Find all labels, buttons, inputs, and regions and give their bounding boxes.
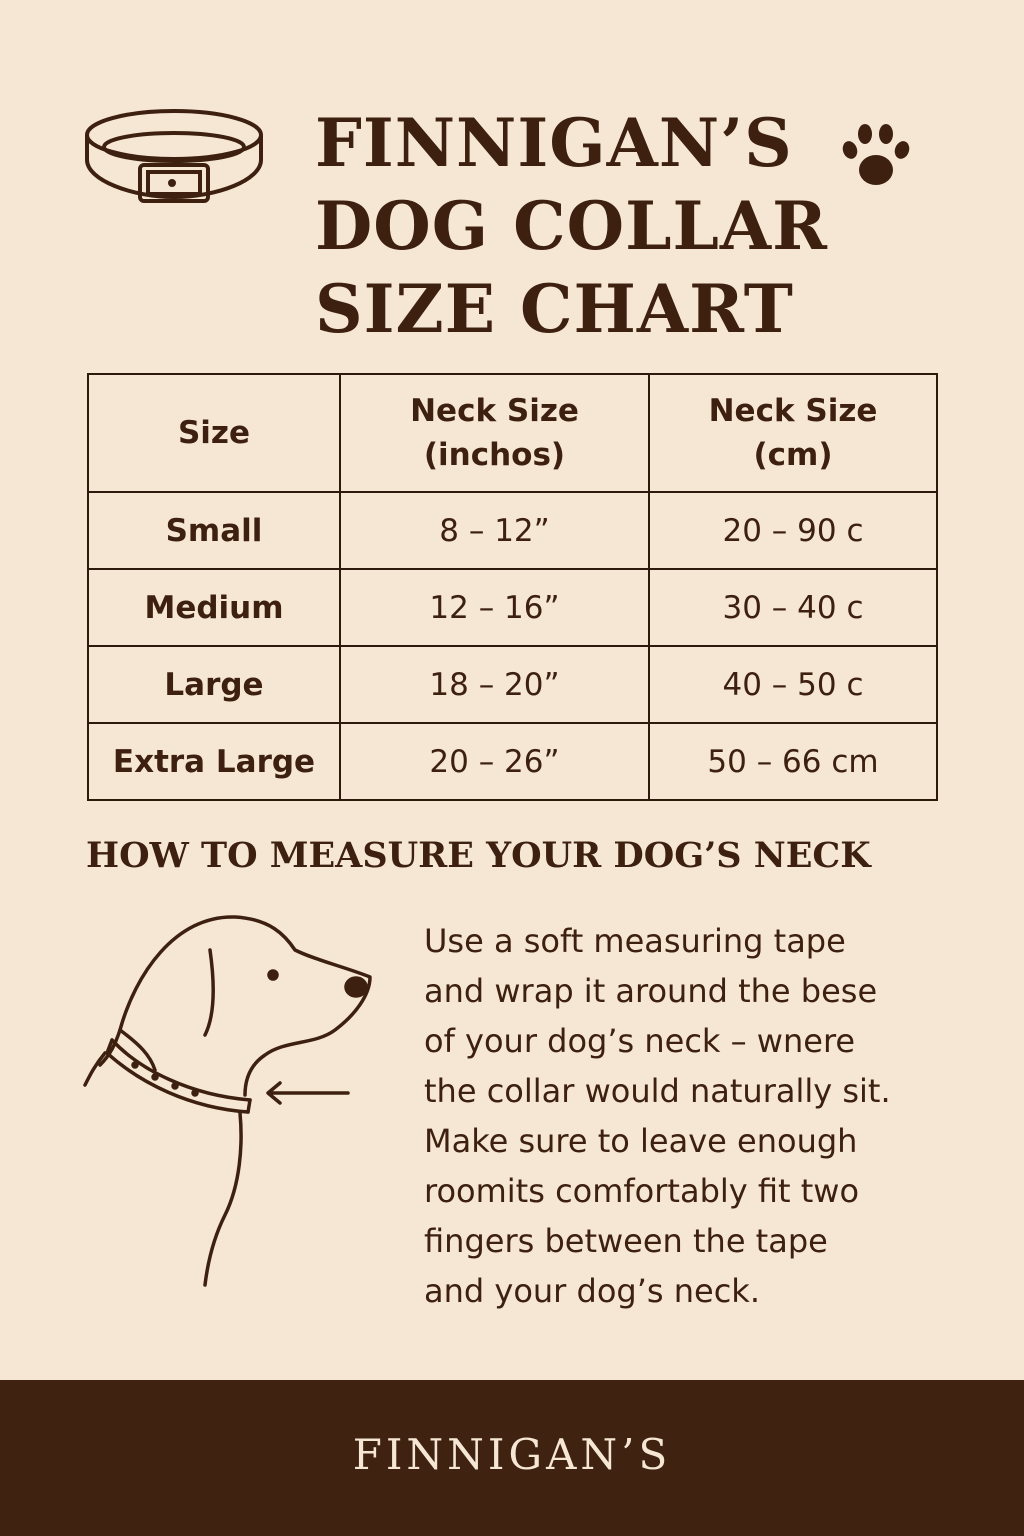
cell-cm: 40 – 50 c [648, 645, 938, 724]
header-size-label: Size [177, 415, 251, 451]
title-line-1: FINNIGAN’S [315, 104, 793, 182]
measure-heading: HOW TO MEASURE YOUR DOG’S NECK [86, 835, 871, 876]
page-title: FINNIGAN’S DOG COLLAR SIZE CHART [315, 102, 828, 351]
cell-cm: 30 – 40 c [648, 568, 938, 647]
cell-inches: 8 – 12” [339, 491, 650, 570]
measure-instructions: Use a soft measuring tape and wrap it ar… [424, 916, 891, 1316]
header-label-line1: Neck Size [708, 393, 878, 429]
instruction-line: roomits comfortably fit two [424, 1172, 860, 1210]
instruction-line: Make sure to leave enough [424, 1122, 858, 1160]
cell-size: Large [87, 645, 341, 724]
cell-inches: 20 – 26” [339, 722, 650, 801]
header-label-line2: (cm) [753, 437, 833, 473]
paw-icon [842, 124, 910, 185]
header-neck-inches: Neck Size (inchos) [339, 373, 650, 493]
table-row: Large 18 – 20” 40 – 50 c [87, 645, 938, 724]
header-label-line2: (inchos) [423, 437, 566, 473]
table-row: Medium 12 – 16” 30 – 40 c [87, 568, 938, 647]
table-row: Extra Large 20 – 26” 50 – 66 cm [87, 722, 938, 801]
instruction-line: fingers between the tape [424, 1222, 828, 1260]
cell-cm: 50 – 66 cm [648, 722, 938, 801]
instruction-line: Use a soft measuring tape [424, 922, 846, 960]
title-line-2: DOG COLLAR [315, 187, 828, 265]
collar-icon [85, 109, 263, 203]
cell-cm: 20 – 90 c [648, 491, 938, 570]
footer-band: FINNIGAN’S [0, 1380, 1024, 1536]
instruction-line: and wrap it around the bese [424, 972, 878, 1010]
table-header-row: Size Neck Size (inchos) Neck Size (cm) [87, 373, 938, 493]
table-row: Small 8 – 12” 20 – 90 c [87, 491, 938, 570]
title-line-3: SIZE CHART [315, 270, 794, 348]
instruction-line: and your dog’s neck. [424, 1272, 760, 1310]
cell-inches: 12 – 16” [339, 568, 650, 647]
cell-inches: 18 – 20” [339, 645, 650, 724]
cell-size: Small [87, 491, 341, 570]
instruction-line: the collar would naturally sit. [424, 1072, 891, 1110]
header-size: Size [87, 373, 341, 493]
header-label-line1: Neck Size [410, 393, 579, 429]
size-chart-table: Size Neck Size (inchos) Neck Size (cm) Sma… [87, 373, 938, 801]
cell-size: Extra Large [87, 722, 341, 801]
dog-head-with-collar-icon [83, 915, 372, 1287]
instruction-line: of your dog’s neck – wnere [424, 1022, 856, 1060]
footer-brand: FINNIGAN’S [352, 1430, 672, 1479]
cell-size: Medium [87, 568, 341, 647]
header-neck-cm: Neck Size (cm) [648, 373, 938, 493]
